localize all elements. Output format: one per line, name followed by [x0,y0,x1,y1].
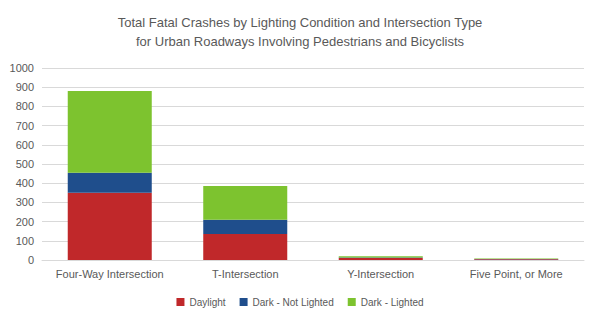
svg-text:Y-Intersection: Y-Intersection [347,268,414,280]
svg-text:Five Point, or More: Five Point, or More [470,268,563,280]
svg-text:Dark - Lighted: Dark - Lighted [361,297,424,308]
svg-text:Daylight: Daylight [189,297,225,308]
svg-text:800: 800 [16,100,34,112]
svg-text:400: 400 [16,177,34,189]
svg-text:300: 300 [16,196,34,208]
svg-text:700: 700 [16,120,34,132]
svg-text:Four-Way Intersection: Four-Way Intersection [56,268,164,280]
svg-text:0: 0 [28,254,34,266]
svg-text:Dark - Not Lighted: Dark - Not Lighted [253,297,334,308]
svg-text:900: 900 [16,81,34,93]
svg-text:500: 500 [16,158,34,170]
svg-text:for Urban Roadways Involving P: for Urban Roadways Involving Pedestrians… [136,34,465,49]
svg-text:1000: 1000 [10,62,34,74]
svg-text:200: 200 [16,216,34,228]
svg-text:100: 100 [16,235,34,247]
svg-text:600: 600 [16,139,34,151]
svg-text:T-Intersection: T-Intersection [212,268,279,280]
svg-text:Total Fatal Crashes by Lightin: Total Fatal Crashes by Lighting Conditio… [118,15,483,30]
